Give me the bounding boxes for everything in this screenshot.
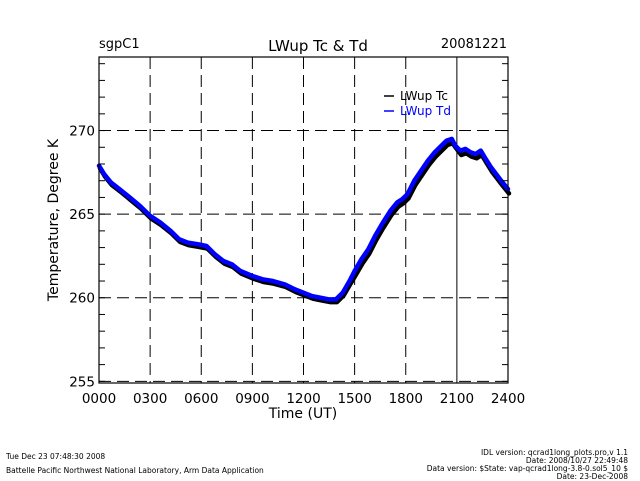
organization-credit: Battelle Pacific Northwest National Labo…	[6, 466, 264, 475]
idl-date: Date: 2008/10/27 22:49:48	[525, 456, 628, 465]
x-tick-label: 1800	[389, 391, 423, 407]
chart-title: LWup Tc & Td	[268, 37, 368, 55]
series-line-lwup-td	[96, 136, 511, 302]
plot-frame	[98, 56, 509, 384]
y-axis-label: Temperature, Degree K	[46, 138, 62, 302]
y-tick-label: 260	[69, 291, 95, 307]
x-tick-label: 0300	[133, 391, 167, 407]
series-lines	[96, 136, 512, 305]
axis-ticks	[99, 63, 508, 382]
legend-label-tc: LWup Tc	[400, 89, 448, 103]
site-label: sgpC1	[99, 37, 140, 52]
y-tick-label: 265	[69, 207, 95, 223]
grid-lines	[99, 57, 508, 383]
idl-version: IDL version: qcrad1long_plots.pro,v 1.1	[480, 448, 628, 457]
y-tick-label: 255	[69, 374, 95, 390]
y-tick-label: 270	[69, 124, 95, 140]
x-tick-label: 0900	[235, 391, 269, 407]
data-date: Date: 23-Dec-2008	[556, 472, 628, 481]
legend: LWup Tc LWup Td	[384, 89, 451, 118]
x-tick-label: 2400	[491, 391, 525, 407]
data-version: Data version: $State: vap-qcrad1long-3.8…	[426, 464, 628, 473]
x-tick-label: 1200	[286, 391, 320, 407]
x-tick-label: 0000	[82, 391, 116, 407]
date-label: 20081221	[440, 37, 507, 52]
generated-timestamp: Tue Dec 23 07:48:30 2008	[6, 452, 106, 461]
x-tick-label: 2100	[440, 391, 474, 407]
x-tick-label: 0600	[184, 391, 218, 407]
x-tick-label: 1500	[337, 391, 371, 407]
x-axis-label: Time (UT)	[268, 406, 337, 422]
legend-label-td: LWup Td	[400, 104, 451, 118]
tick-labels: 0000 0300 0600 0900 1200 1500 1800 2100 2400 255 2…	[69, 124, 525, 407]
